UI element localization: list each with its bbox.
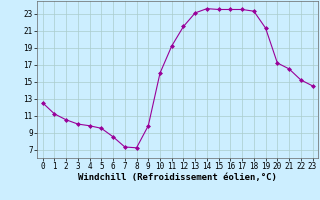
X-axis label: Windchill (Refroidissement éolien,°C): Windchill (Refroidissement éolien,°C)	[78, 173, 277, 182]
